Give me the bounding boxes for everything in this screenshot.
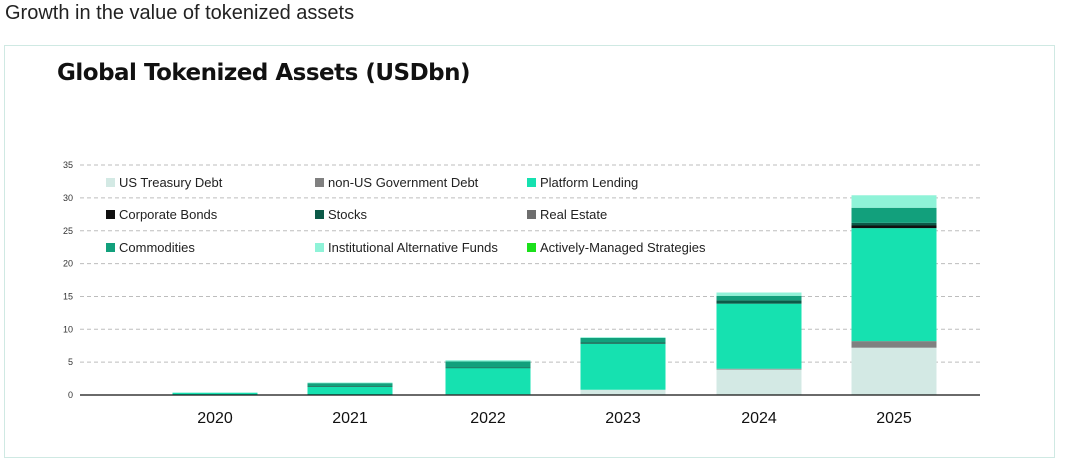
bar-segment — [716, 303, 802, 369]
y-axis-ticks: 0 5 10 15 20 25 30 35 — [63, 160, 73, 400]
legend-item: US Treasury Debt — [106, 175, 223, 190]
bar-segment — [580, 337, 666, 338]
legend-item: Corporate Bonds — [106, 207, 218, 222]
bar-segment — [851, 228, 937, 342]
x-tick-label: 2020 — [197, 410, 233, 427]
legend-label: US Treasury Debt — [119, 175, 223, 190]
x-axis-ticks: 2020 2021 2022 2023 2024 2025 — [197, 410, 912, 427]
legend-item: non-US Government Debt — [315, 175, 479, 190]
legend-swatch — [527, 243, 536, 252]
bar-segment — [580, 342, 666, 344]
x-tick-label: 2021 — [332, 410, 368, 427]
legend-item: Institutional Alternative Funds — [315, 240, 498, 255]
legend-swatch — [527, 178, 536, 187]
bars — [172, 195, 937, 396]
legend-swatch — [315, 210, 324, 219]
legend-label: Actively-Managed Strategies — [540, 240, 706, 255]
y-tick-label: 30 — [63, 193, 73, 203]
legend-label: Corporate Bonds — [119, 207, 218, 222]
chart-title: Global Tokenized Assets (USDbn) — [57, 60, 471, 86]
legend-label: Institutional Alternative Funds — [328, 240, 498, 255]
bar-segment — [445, 361, 531, 368]
y-tick-label: 15 — [63, 291, 73, 301]
bar-segment — [307, 382, 393, 387]
y-tick-label: 5 — [68, 357, 73, 367]
bar-segment — [851, 195, 937, 208]
x-tick-label: 2024 — [741, 410, 777, 427]
legend-swatch — [527, 210, 536, 219]
x-tick-label: 2025 — [876, 410, 912, 427]
y-tick-label: 10 — [63, 324, 73, 334]
bar-segment — [851, 341, 937, 348]
legend-swatch — [106, 178, 115, 187]
y-tick-label: 35 — [63, 160, 73, 170]
bar-segment — [307, 382, 393, 384]
legend: US Treasury Debt non-US Government Debt Pl… — [106, 175, 706, 255]
bar-segment — [307, 386, 393, 395]
bar-segment — [716, 300, 802, 304]
x-tick-label: 2023 — [605, 410, 641, 427]
x-tick-label: 2022 — [470, 410, 506, 427]
legend-item: Commodities — [106, 240, 195, 255]
legend-item: Real Estate — [527, 207, 607, 222]
legend-swatch — [315, 243, 324, 252]
bar-segment — [172, 392, 258, 395]
bar-segment — [851, 347, 937, 395]
legend-item: Actively-Managed Strategies — [527, 240, 706, 255]
legend-item: Platform Lending — [527, 175, 638, 190]
bar-segment — [851, 207, 937, 223]
legend-swatch — [106, 243, 115, 252]
legend-swatch — [315, 178, 324, 187]
legend-swatch — [106, 210, 115, 219]
bar-segment — [716, 295, 802, 301]
bar-segment — [716, 369, 802, 395]
legend-label: Real Estate — [540, 207, 607, 222]
page-heading: Growth in the value of tokenized assets — [5, 2, 355, 24]
bar-segment — [445, 368, 531, 395]
legend-label: Stocks — [328, 207, 368, 222]
y-tick-label: 20 — [63, 259, 73, 269]
bar-segment — [851, 225, 937, 229]
bar-segment — [851, 222, 937, 226]
bar-segment — [580, 343, 666, 390]
y-tick-label: 25 — [63, 226, 73, 236]
legend-label: Commodities — [119, 240, 195, 255]
legend-label: non-US Government Debt — [328, 175, 479, 190]
bar-segment — [716, 292, 802, 296]
bar-segment — [580, 389, 666, 395]
y-tick-label: 0 — [68, 390, 73, 400]
legend-label: Platform Lending — [540, 175, 638, 190]
bar-segment — [716, 368, 802, 370]
gridlines — [80, 164, 980, 363]
bar-segment — [307, 386, 393, 387]
bar-segment — [445, 367, 531, 369]
bar-segment — [445, 360, 531, 362]
legend-item: Stocks — [315, 207, 368, 222]
bar-segment — [580, 337, 666, 343]
